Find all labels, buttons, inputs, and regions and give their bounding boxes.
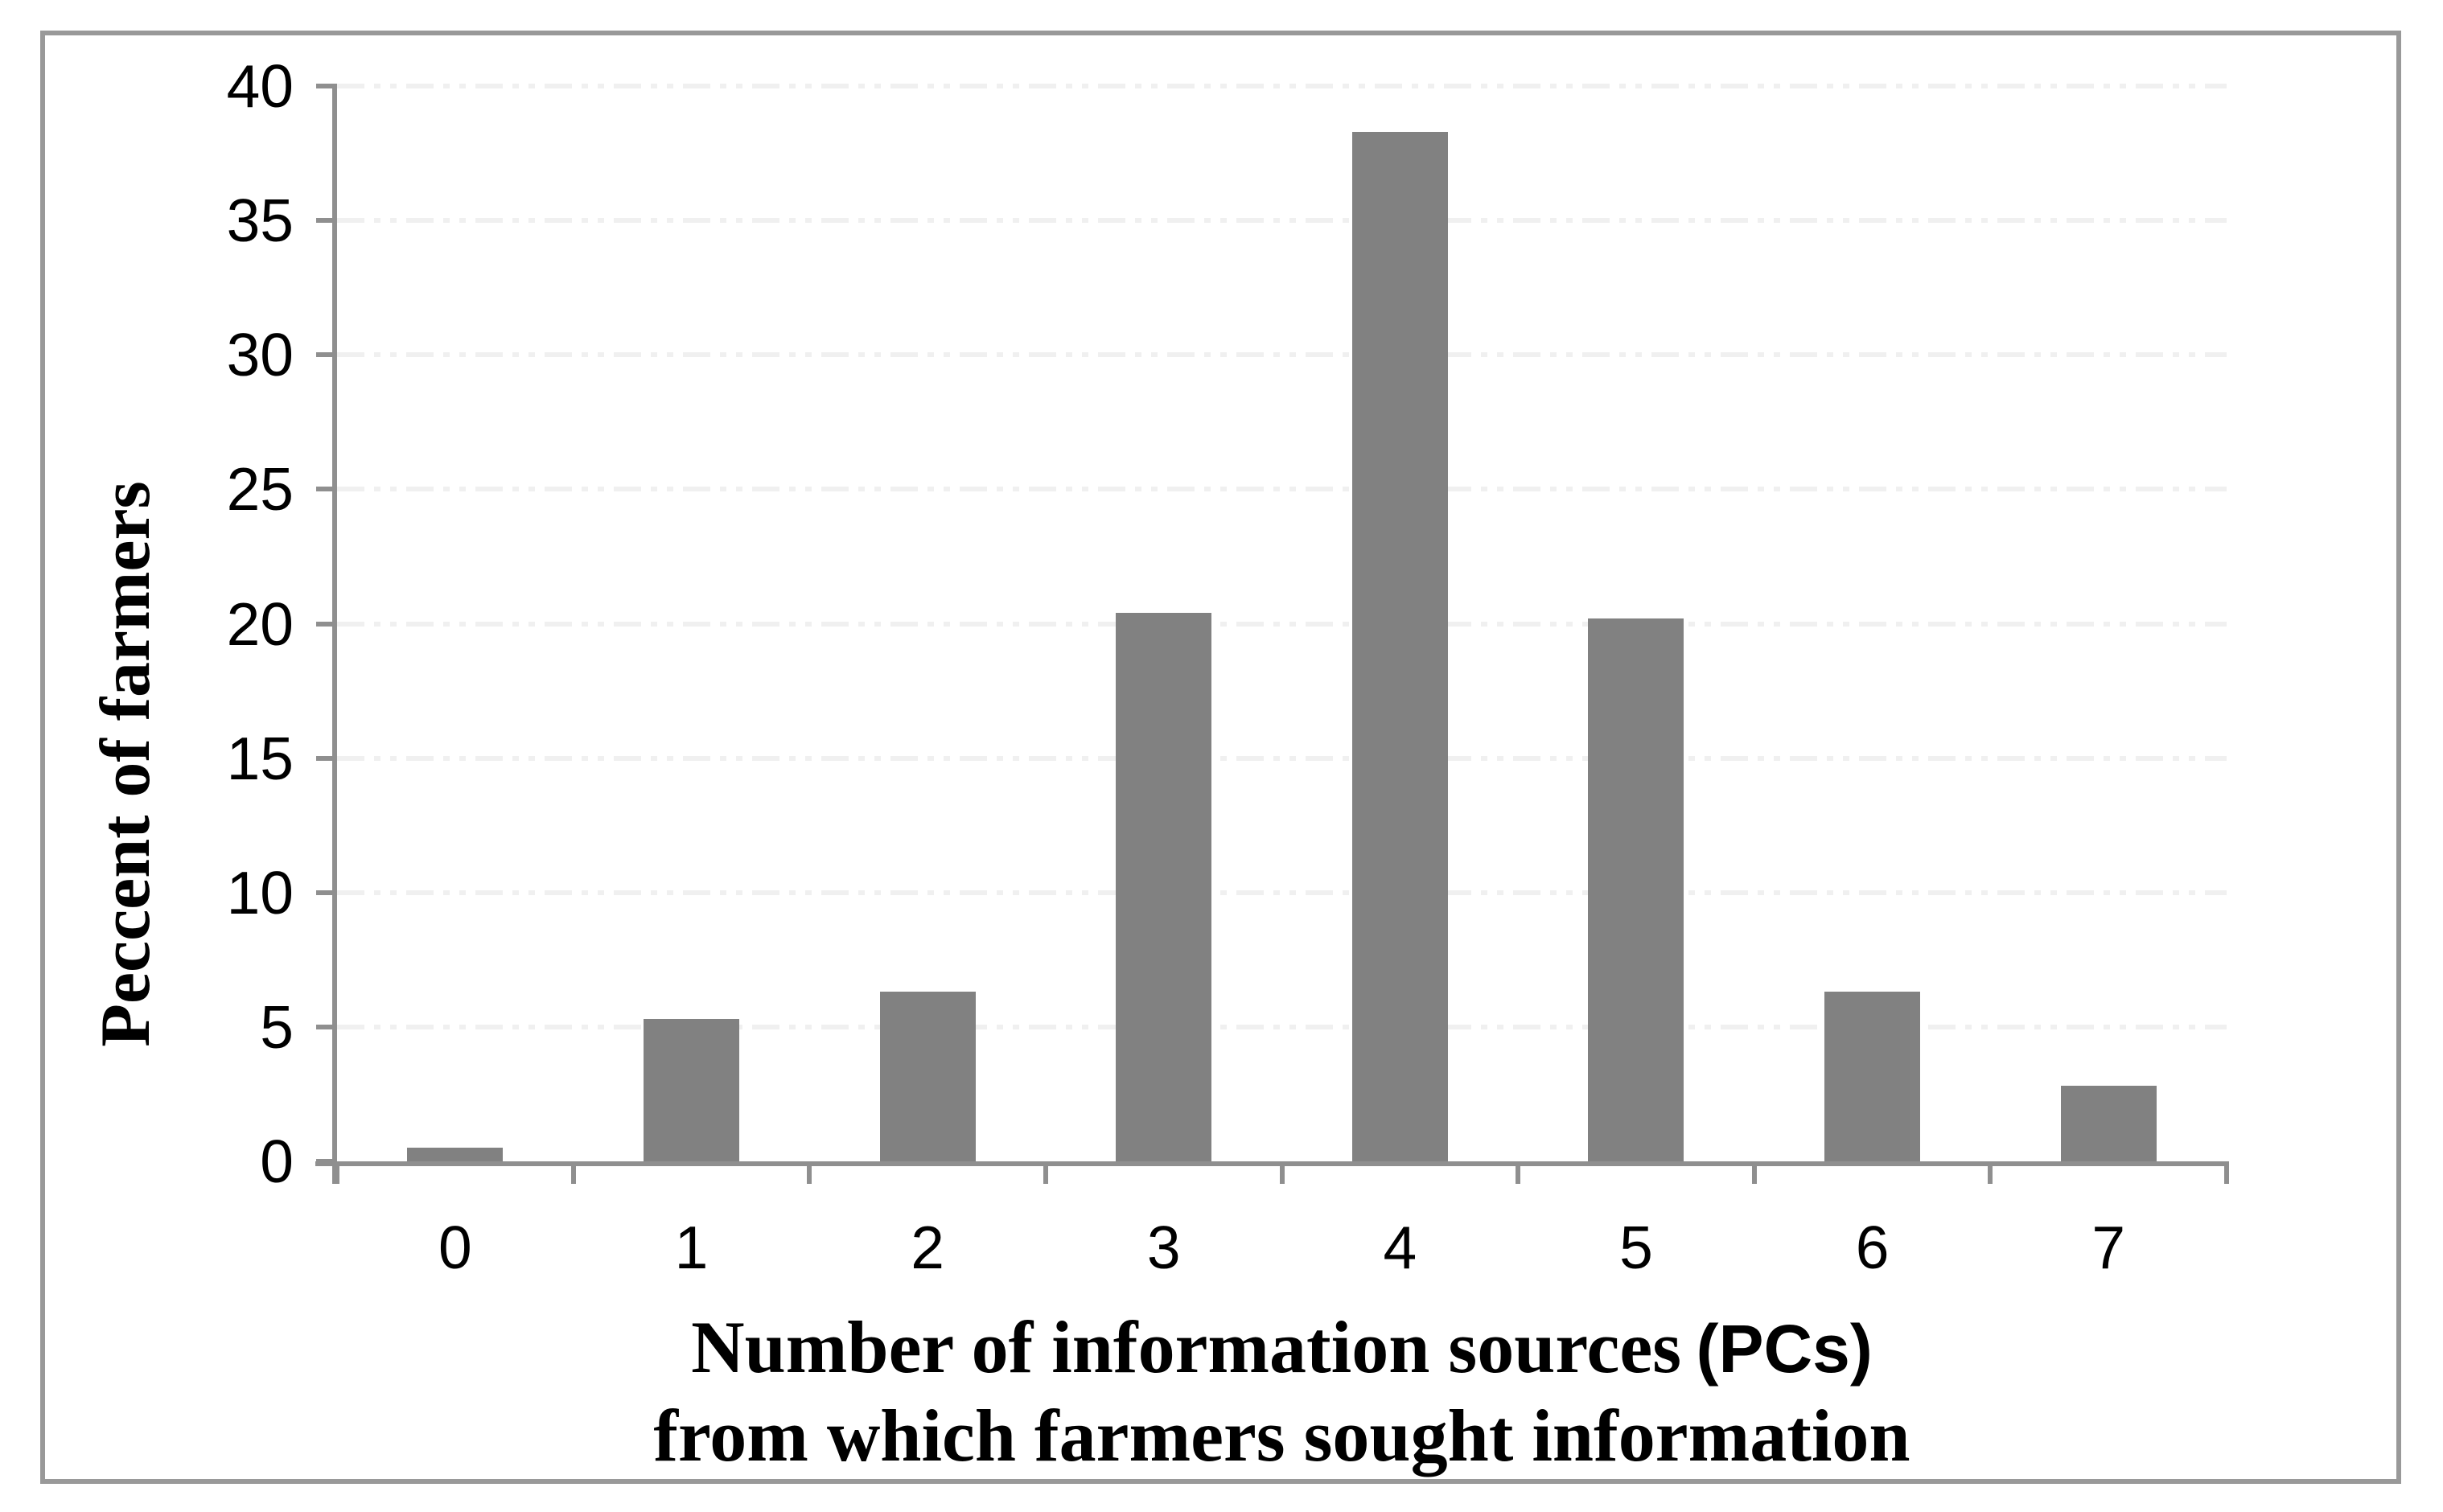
x-axis-tick	[570, 1161, 576, 1184]
y-axis-tick	[316, 218, 337, 224]
x-axis-title-line2: from which farmers sought information	[653, 1395, 1910, 1477]
x-axis-tick	[807, 1161, 812, 1184]
x-tick-label: 1	[674, 1214, 709, 1281]
bar	[407, 1148, 504, 1161]
x-tick-label: 3	[1146, 1214, 1181, 1281]
y-axis-tick	[316, 1024, 337, 1029]
bar	[643, 1018, 739, 1161]
y-gridline	[337, 890, 2227, 895]
y-axis-tick	[316, 84, 337, 88]
y-tick-label: 0	[260, 1128, 294, 1195]
y-gridline	[337, 1024, 2227, 1029]
y-axis-tick	[316, 621, 337, 627]
y-tick-label: 40	[226, 52, 294, 120]
x-axis-tick	[1751, 1161, 1757, 1184]
y-tick-label: 35	[226, 187, 294, 255]
bar	[2060, 1086, 2157, 1161]
y-axis-tick	[316, 487, 337, 492]
x-axis-tick	[1988, 1161, 1993, 1184]
y-gridline	[337, 621, 2227, 627]
x-tick-label: 0	[438, 1214, 472, 1281]
y-axis-title: Peccent of farmers	[87, 481, 165, 1047]
y-axis-tick	[316, 890, 337, 895]
y-axis-line	[332, 86, 337, 1184]
bar	[1351, 131, 1448, 1161]
y-gridline	[337, 755, 2227, 761]
x-tick-label: 6	[1855, 1214, 1890, 1281]
bar	[1588, 618, 1684, 1161]
x-axis-title-line1-paren: (PCs)	[1696, 1311, 1873, 1387]
x-axis-title-line1-text: Number of information sources	[691, 1306, 1682, 1388]
y-tick-label: 30	[226, 321, 294, 389]
bar	[1824, 992, 1921, 1161]
x-axis-tick	[2224, 1161, 2229, 1184]
y-tick-label: 20	[226, 590, 294, 658]
y-gridline	[337, 352, 2227, 358]
x-axis-tick	[1043, 1161, 1048, 1184]
x-tick-label: 5	[1619, 1214, 1653, 1281]
bar	[1116, 613, 1212, 1161]
x-axis-tick	[1279, 1161, 1285, 1184]
y-tick-label: 5	[260, 992, 294, 1061]
y-axis-tick	[316, 352, 337, 358]
y-tick-label: 15	[226, 724, 294, 792]
y-gridline	[337, 218, 2227, 224]
x-axis-line	[315, 1161, 2228, 1166]
y-gridline	[337, 84, 2227, 88]
y-axis-tick	[316, 755, 337, 761]
y-tick-label: 25	[226, 455, 294, 524]
x-tick-label: 4	[1383, 1214, 1417, 1281]
x-axis-title: Number of information sources (PCs) from …	[337, 1304, 2227, 1479]
x-axis-title-line1: Number of information sources (PCs)	[337, 1304, 2227, 1392]
x-tick-label: 2	[911, 1214, 944, 1281]
y-tick-label: 10	[226, 858, 294, 927]
x-axis-tick	[335, 1161, 339, 1184]
y-gridline	[337, 487, 2227, 492]
x-axis-tick	[1516, 1161, 1521, 1184]
x-tick-label: 7	[2091, 1214, 2126, 1281]
y-axis-tick	[316, 1159, 337, 1164]
chart-frame-border	[40, 31, 2401, 1484]
bar	[879, 992, 976, 1161]
